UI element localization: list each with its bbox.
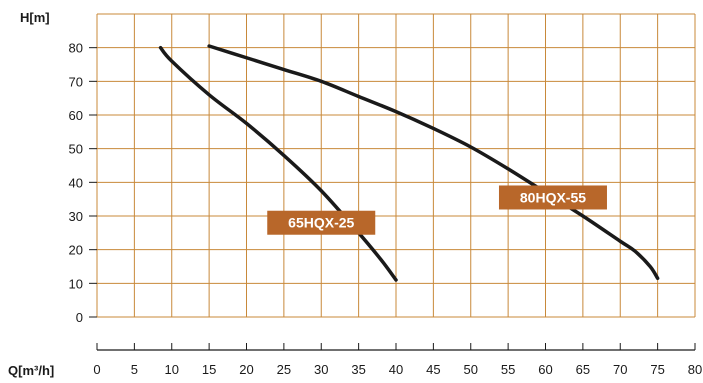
x-tick-label: 35: [351, 362, 365, 377]
y-tick-label: 60: [69, 108, 83, 123]
curve-80hqx-55: [207, 44, 660, 281]
x-tick-label: 40: [389, 362, 403, 377]
y-tick-label: 10: [69, 276, 83, 291]
x-tick-label: 25: [277, 362, 291, 377]
curves: [158, 44, 660, 282]
x-tick-label: 0: [93, 362, 100, 377]
x-tick-label: 10: [165, 362, 179, 377]
x-tick-label: 75: [650, 362, 664, 377]
x-tick-label: 45: [426, 362, 440, 377]
curve-label-box: [267, 210, 376, 235]
x-tick-label: 80: [688, 362, 702, 377]
x-tick-label: 60: [538, 362, 552, 377]
y-axis-ticks: 0 10 20 30 40 50 60 70 80: [69, 41, 97, 325]
x-tick-label: 30: [314, 362, 328, 377]
x-tick-label: 20: [239, 362, 253, 377]
y-tick-label: 80: [69, 41, 83, 56]
y-tick-label: 20: [69, 243, 83, 258]
curve-label-box: [498, 185, 607, 210]
x-tick-label: 65: [576, 362, 590, 377]
y-tick-label: 40: [69, 175, 83, 190]
x-tick-label: 50: [464, 362, 478, 377]
x-tick-label: 70: [613, 362, 627, 377]
y-tick-label: 30: [69, 209, 83, 224]
x-axis: 0 5 10 15 20 25 30 35 40 45 50 55 60 65 70 75 80: [93, 343, 702, 377]
curve-labels: 65HQX-25 80HQX-55: [267, 185, 607, 235]
x-tick-label: 55: [501, 362, 515, 377]
y-tick-label: 70: [69, 74, 83, 89]
curve-65hqx-25: [158, 45, 398, 282]
y-tick-label: 0: [76, 310, 83, 325]
x-tick-label: 15: [202, 362, 216, 377]
grid: [96, 13, 696, 318]
x-axis-title: Q[m³/h]: [8, 363, 54, 378]
curve-label-text: 80HQX-55: [520, 189, 586, 205]
x-tick-label: 5: [131, 362, 138, 377]
y-axis-title: H[m]: [20, 10, 50, 25]
y-tick-label: 50: [69, 142, 83, 157]
curve-label-text: 65HQX-25: [288, 215, 354, 231]
